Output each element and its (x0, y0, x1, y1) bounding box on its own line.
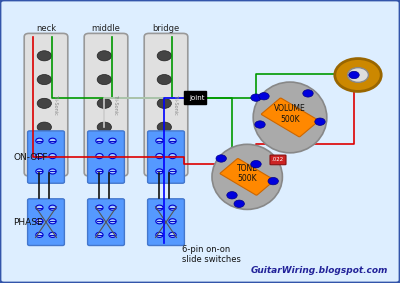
Circle shape (349, 71, 359, 79)
Circle shape (335, 59, 381, 91)
Ellipse shape (253, 82, 327, 153)
Circle shape (156, 219, 163, 224)
Circle shape (97, 146, 112, 156)
Circle shape (96, 232, 103, 237)
Circle shape (37, 146, 52, 156)
FancyBboxPatch shape (144, 33, 188, 176)
Text: ON-OFF: ON-OFF (14, 153, 48, 162)
Circle shape (49, 219, 56, 224)
Text: neck: neck (36, 24, 56, 33)
Text: 6-pin on-on
slide switches: 6-pin on-on slide switches (182, 245, 241, 264)
Circle shape (109, 153, 116, 159)
Text: Tri-Sonic: Tri-Sonic (53, 94, 58, 115)
FancyBboxPatch shape (184, 91, 206, 104)
Circle shape (315, 118, 325, 125)
Circle shape (37, 74, 52, 85)
Circle shape (156, 153, 163, 159)
FancyBboxPatch shape (84, 33, 128, 176)
Circle shape (109, 138, 116, 143)
Circle shape (169, 153, 176, 159)
Circle shape (169, 232, 176, 237)
Circle shape (156, 138, 163, 143)
Text: GuitarWiring.blogspot.com: GuitarWiring.blogspot.com (251, 266, 388, 275)
FancyBboxPatch shape (28, 131, 64, 183)
Circle shape (157, 122, 172, 132)
Circle shape (268, 177, 278, 185)
FancyBboxPatch shape (270, 155, 286, 165)
Circle shape (49, 153, 56, 159)
Text: Tri-Sonic: Tri-Sonic (113, 94, 118, 115)
Circle shape (216, 155, 226, 162)
Circle shape (97, 51, 112, 61)
Ellipse shape (212, 144, 282, 209)
FancyBboxPatch shape (262, 98, 318, 137)
Circle shape (109, 205, 116, 210)
Circle shape (169, 219, 176, 224)
Circle shape (36, 205, 43, 210)
Circle shape (169, 205, 176, 210)
FancyBboxPatch shape (148, 199, 184, 245)
Text: middle: middle (92, 24, 120, 33)
Circle shape (156, 232, 163, 237)
Circle shape (156, 205, 163, 210)
FancyBboxPatch shape (148, 131, 184, 183)
Circle shape (49, 169, 56, 174)
Circle shape (109, 169, 116, 174)
Circle shape (96, 153, 103, 159)
Circle shape (37, 122, 52, 132)
Circle shape (97, 74, 112, 85)
Circle shape (96, 169, 103, 174)
FancyBboxPatch shape (220, 158, 274, 195)
Circle shape (157, 74, 172, 85)
Circle shape (234, 200, 244, 207)
FancyBboxPatch shape (28, 199, 64, 245)
Circle shape (157, 98, 172, 108)
Circle shape (37, 98, 52, 108)
Text: VOLUME
500K: VOLUME 500K (274, 104, 306, 124)
Circle shape (251, 160, 261, 168)
Circle shape (36, 232, 43, 237)
Circle shape (303, 90, 313, 97)
Circle shape (157, 146, 172, 156)
Circle shape (255, 121, 265, 128)
Circle shape (251, 94, 261, 101)
Circle shape (169, 169, 176, 174)
Circle shape (49, 232, 56, 237)
Text: joint: joint (189, 95, 204, 101)
Circle shape (97, 122, 112, 132)
Circle shape (96, 219, 103, 224)
Circle shape (36, 153, 43, 159)
Circle shape (36, 219, 43, 224)
Circle shape (109, 219, 116, 224)
Circle shape (259, 93, 269, 100)
Circle shape (97, 98, 112, 108)
Circle shape (37, 51, 52, 61)
Text: .022: .022 (272, 157, 284, 162)
FancyBboxPatch shape (88, 131, 124, 183)
Text: TONE
500K: TONE 500K (237, 164, 258, 183)
Circle shape (49, 205, 56, 210)
Circle shape (36, 169, 43, 174)
Circle shape (348, 68, 368, 82)
Text: Tri-Sonic: Tri-Sonic (173, 94, 178, 115)
Circle shape (169, 138, 176, 143)
Text: bridge: bridge (152, 24, 180, 33)
Circle shape (157, 51, 172, 61)
FancyBboxPatch shape (88, 199, 124, 245)
Circle shape (227, 192, 237, 199)
Circle shape (109, 232, 116, 237)
Circle shape (96, 138, 103, 143)
Circle shape (156, 169, 163, 174)
Circle shape (96, 205, 103, 210)
Circle shape (49, 138, 56, 143)
FancyBboxPatch shape (24, 33, 68, 176)
Circle shape (36, 138, 43, 143)
Text: PHASE: PHASE (14, 218, 43, 227)
